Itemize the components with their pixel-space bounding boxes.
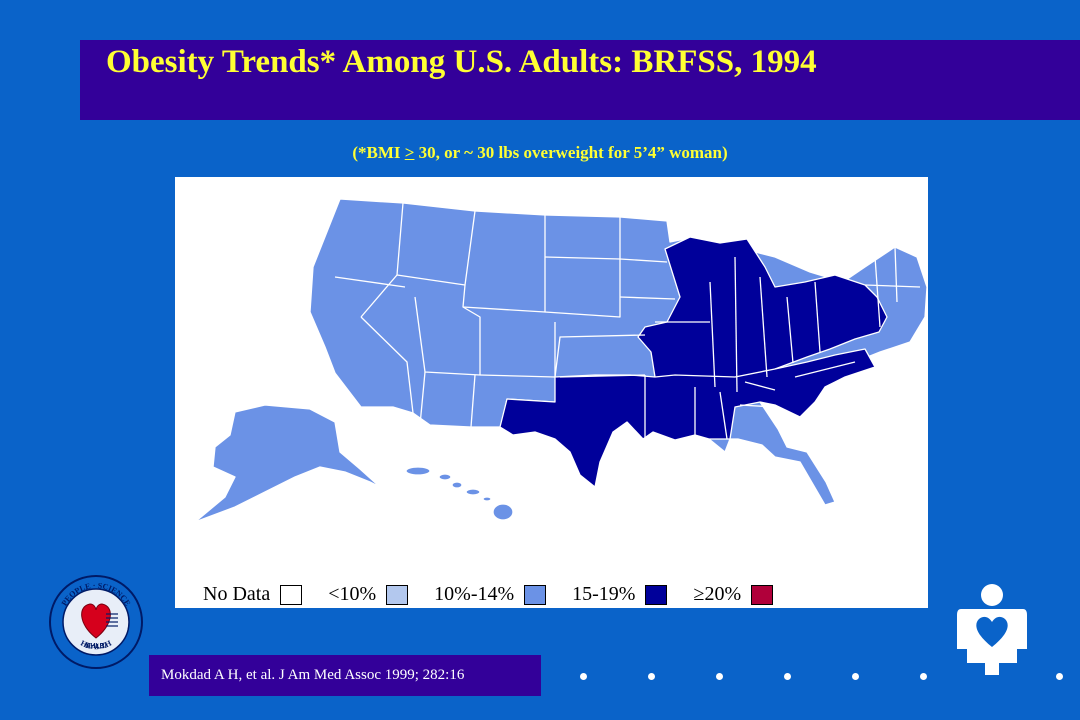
bullet-dot (852, 673, 859, 680)
legend-swatch-white (280, 584, 303, 605)
legend-item-20-plus: ≥20% (693, 583, 774, 606)
hawaii-islands (405, 466, 514, 521)
legend-swatch-pale-blue (386, 584, 409, 605)
bullet-dot (648, 673, 655, 680)
citation-box: Mokdad A H, et al. J Am Med Assoc 1999; … (149, 655, 541, 696)
map-region-light (309, 198, 928, 506)
subtitle-suffix: 30, or ~ 30 lbs overweight for 5’4” woma… (414, 143, 728, 162)
bullet-dot (716, 673, 723, 680)
subtitle-prefix: (*BMI (352, 143, 405, 162)
legend-label: <10% (328, 583, 377, 605)
legend-item-10-14: 10%-14% (434, 583, 547, 606)
seal-bottom-text: HEALTH (79, 638, 113, 651)
legend-item-15-19: 15-19% (572, 583, 668, 606)
title-bar: Obesity Trends* Among U.S. Adults: BRFSS… (80, 40, 1080, 120)
legend-swatch-red (751, 584, 774, 605)
legend-swatch-dark-blue (645, 584, 668, 605)
bullet-dot (920, 673, 927, 680)
legend-label: 15-19% (572, 583, 636, 605)
subtitle-note: (*BMI > 30, or ~ 30 lbs overweight for 5… (0, 143, 1080, 163)
legend-item-no-data: No Data (203, 583, 303, 606)
legend-label: No Data (203, 583, 271, 605)
us-obesity-map (194, 198, 928, 523)
svg-text:HEALTH: HEALTH (79, 638, 113, 651)
bullet-dot (580, 673, 587, 680)
map-legend: No Data <10% 10%-14% 15-19% ≥20% (203, 583, 799, 606)
citation-text: Mokdad A H, et al. J Am Med Assoc 1999; … (161, 667, 465, 683)
seal-center-text: NHLBI (85, 643, 106, 650)
gte-symbol: > (404, 143, 415, 162)
map-region-dark-south (499, 348, 876, 488)
legend-item-under-10: <10% (328, 583, 409, 606)
legend-swatch-medium-blue (524, 584, 547, 605)
legend-label: 10%-14% (434, 583, 515, 605)
map-panel: No Data <10% 10%-14% 15-19% ≥20% (175, 177, 928, 608)
page-title: Obesity Trends* Among U.S. Adults: BRFSS… (106, 44, 817, 80)
alaska-region (194, 404, 381, 523)
bullet-dot (784, 673, 791, 680)
heart-person-logo (957, 584, 1027, 675)
bullet-dot (1056, 673, 1063, 680)
nhlbi-seal-logo: PEOPLE · SCIENCE HEALTH NHLBI (49, 575, 143, 669)
legend-label: ≥20% (693, 583, 742, 605)
